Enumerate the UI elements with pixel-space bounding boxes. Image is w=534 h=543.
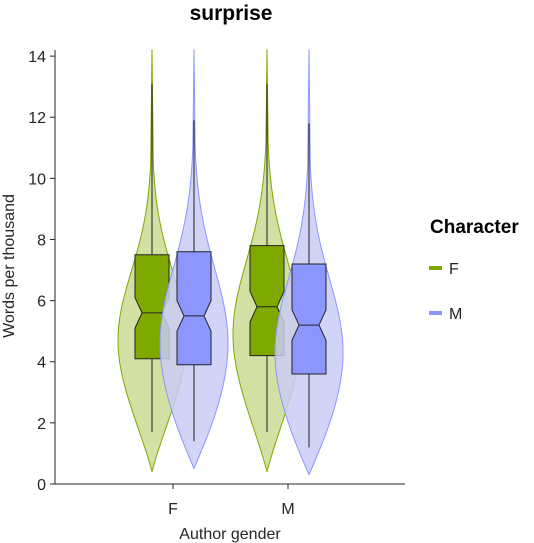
x-tick-label: F	[168, 501, 178, 518]
y-tick-label: 14	[28, 49, 46, 66]
y-axis-label: Words per thousand	[1, 194, 18, 338]
legend: Character FM	[429, 217, 519, 323]
y-ticks: 0 2 4 6 8 10 12 14	[28, 49, 55, 494]
chart-title: surprise	[190, 2, 273, 25]
x-axis-label: Author gender	[179, 526, 281, 543]
y-tick-label: 12	[28, 110, 46, 127]
y-tick-label: 10	[28, 171, 46, 188]
legend-label: F	[449, 261, 459, 278]
box-M-F	[176, 251, 212, 366]
plot-area	[117, 49, 344, 476]
y-tick-label: 8	[37, 232, 46, 249]
legend-label: M	[449, 306, 462, 323]
legend-title: Character	[430, 217, 519, 238]
legend-entries: FM	[429, 261, 462, 323]
y-tick-label: 0	[37, 477, 46, 494]
y-tick-label: 6	[37, 294, 46, 311]
y-tick-label: 4	[37, 355, 46, 372]
box-M-M	[291, 263, 327, 375]
y-tick-label: 2	[37, 416, 46, 433]
x-tick-label: M	[281, 501, 294, 518]
